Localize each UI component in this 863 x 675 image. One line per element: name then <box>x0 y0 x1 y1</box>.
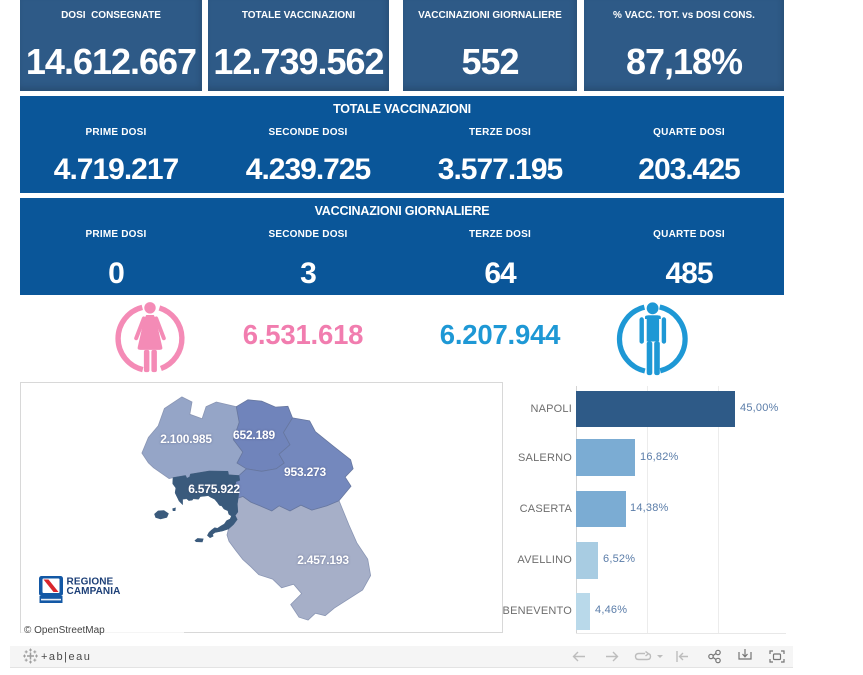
svg-text:+ab|eau: +ab|eau <box>41 651 91 663</box>
svg-text:CAMPANIA: CAMPANIA <box>67 586 121 597</box>
svg-text:REGIONE: REGIONE <box>67 577 114 588</box>
